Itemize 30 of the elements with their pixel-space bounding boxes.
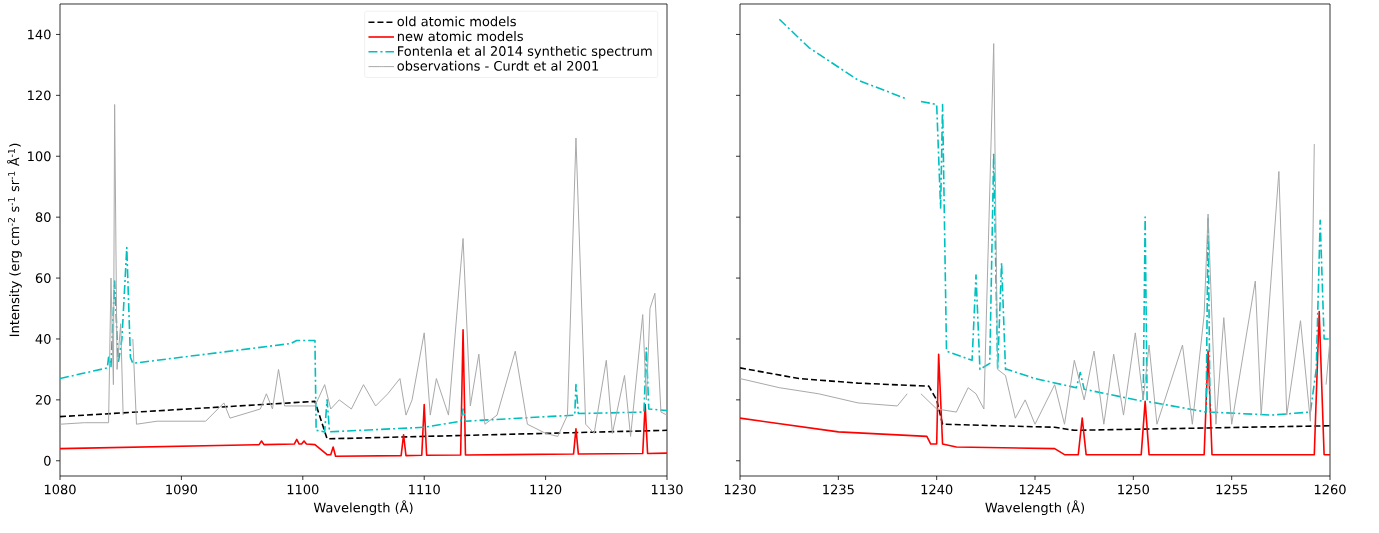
x-tick-label: 1240 <box>921 484 953 495</box>
y-tick-label: 120 <box>28 90 51 101</box>
y-tick-label: 20 <box>35 394 51 405</box>
x-tick-label: 1110 <box>409 484 440 495</box>
y-tick-label: 60 <box>35 273 51 283</box>
y-tick-label: 100 <box>28 151 51 162</box>
line-series <box>60 246 668 433</box>
legend-label: old atomic models <box>397 16 516 27</box>
x-axis-title: Wavelength (Å) <box>313 500 413 515</box>
y-tick-label: 140 <box>28 29 51 40</box>
x-tick-label: 1260 <box>1314 484 1346 495</box>
x-tick-label: 1090 <box>166 484 198 495</box>
x-tick-label: 1235 <box>823 484 854 495</box>
x-tick-label: 1245 <box>1019 484 1051 495</box>
y-tick-label: 0 <box>44 455 51 466</box>
x-tick-label: 1250 <box>1118 484 1150 495</box>
x-tick-label: 1255 <box>1216 484 1248 495</box>
legend-label: Fontenla et al 2014 synthetic spectrum <box>398 45 652 59</box>
x-tick-label: 1120 <box>530 484 562 495</box>
y-tick-label: 40 <box>35 334 51 344</box>
line-series <box>60 329 668 458</box>
x-tick-label: 1130 <box>651 484 683 495</box>
x-tick-label: 1100 <box>287 484 319 495</box>
legend-label: observations - Curdt et al 2001 <box>397 60 599 71</box>
x-tick-label: 1230 <box>724 484 756 495</box>
text: Intensity (erg cm$^{-2}$ s$^{-1}$ sr$^{-1}$ Å$^{-1}$) <box>7 143 22 337</box>
legend-label: new atomic models <box>397 31 523 42</box>
x-axis-title: Wavelength (Å) <box>985 500 1085 515</box>
x-tick-label: 1080 <box>44 484 76 495</box>
y-tick-label: 80 <box>35 212 51 223</box>
